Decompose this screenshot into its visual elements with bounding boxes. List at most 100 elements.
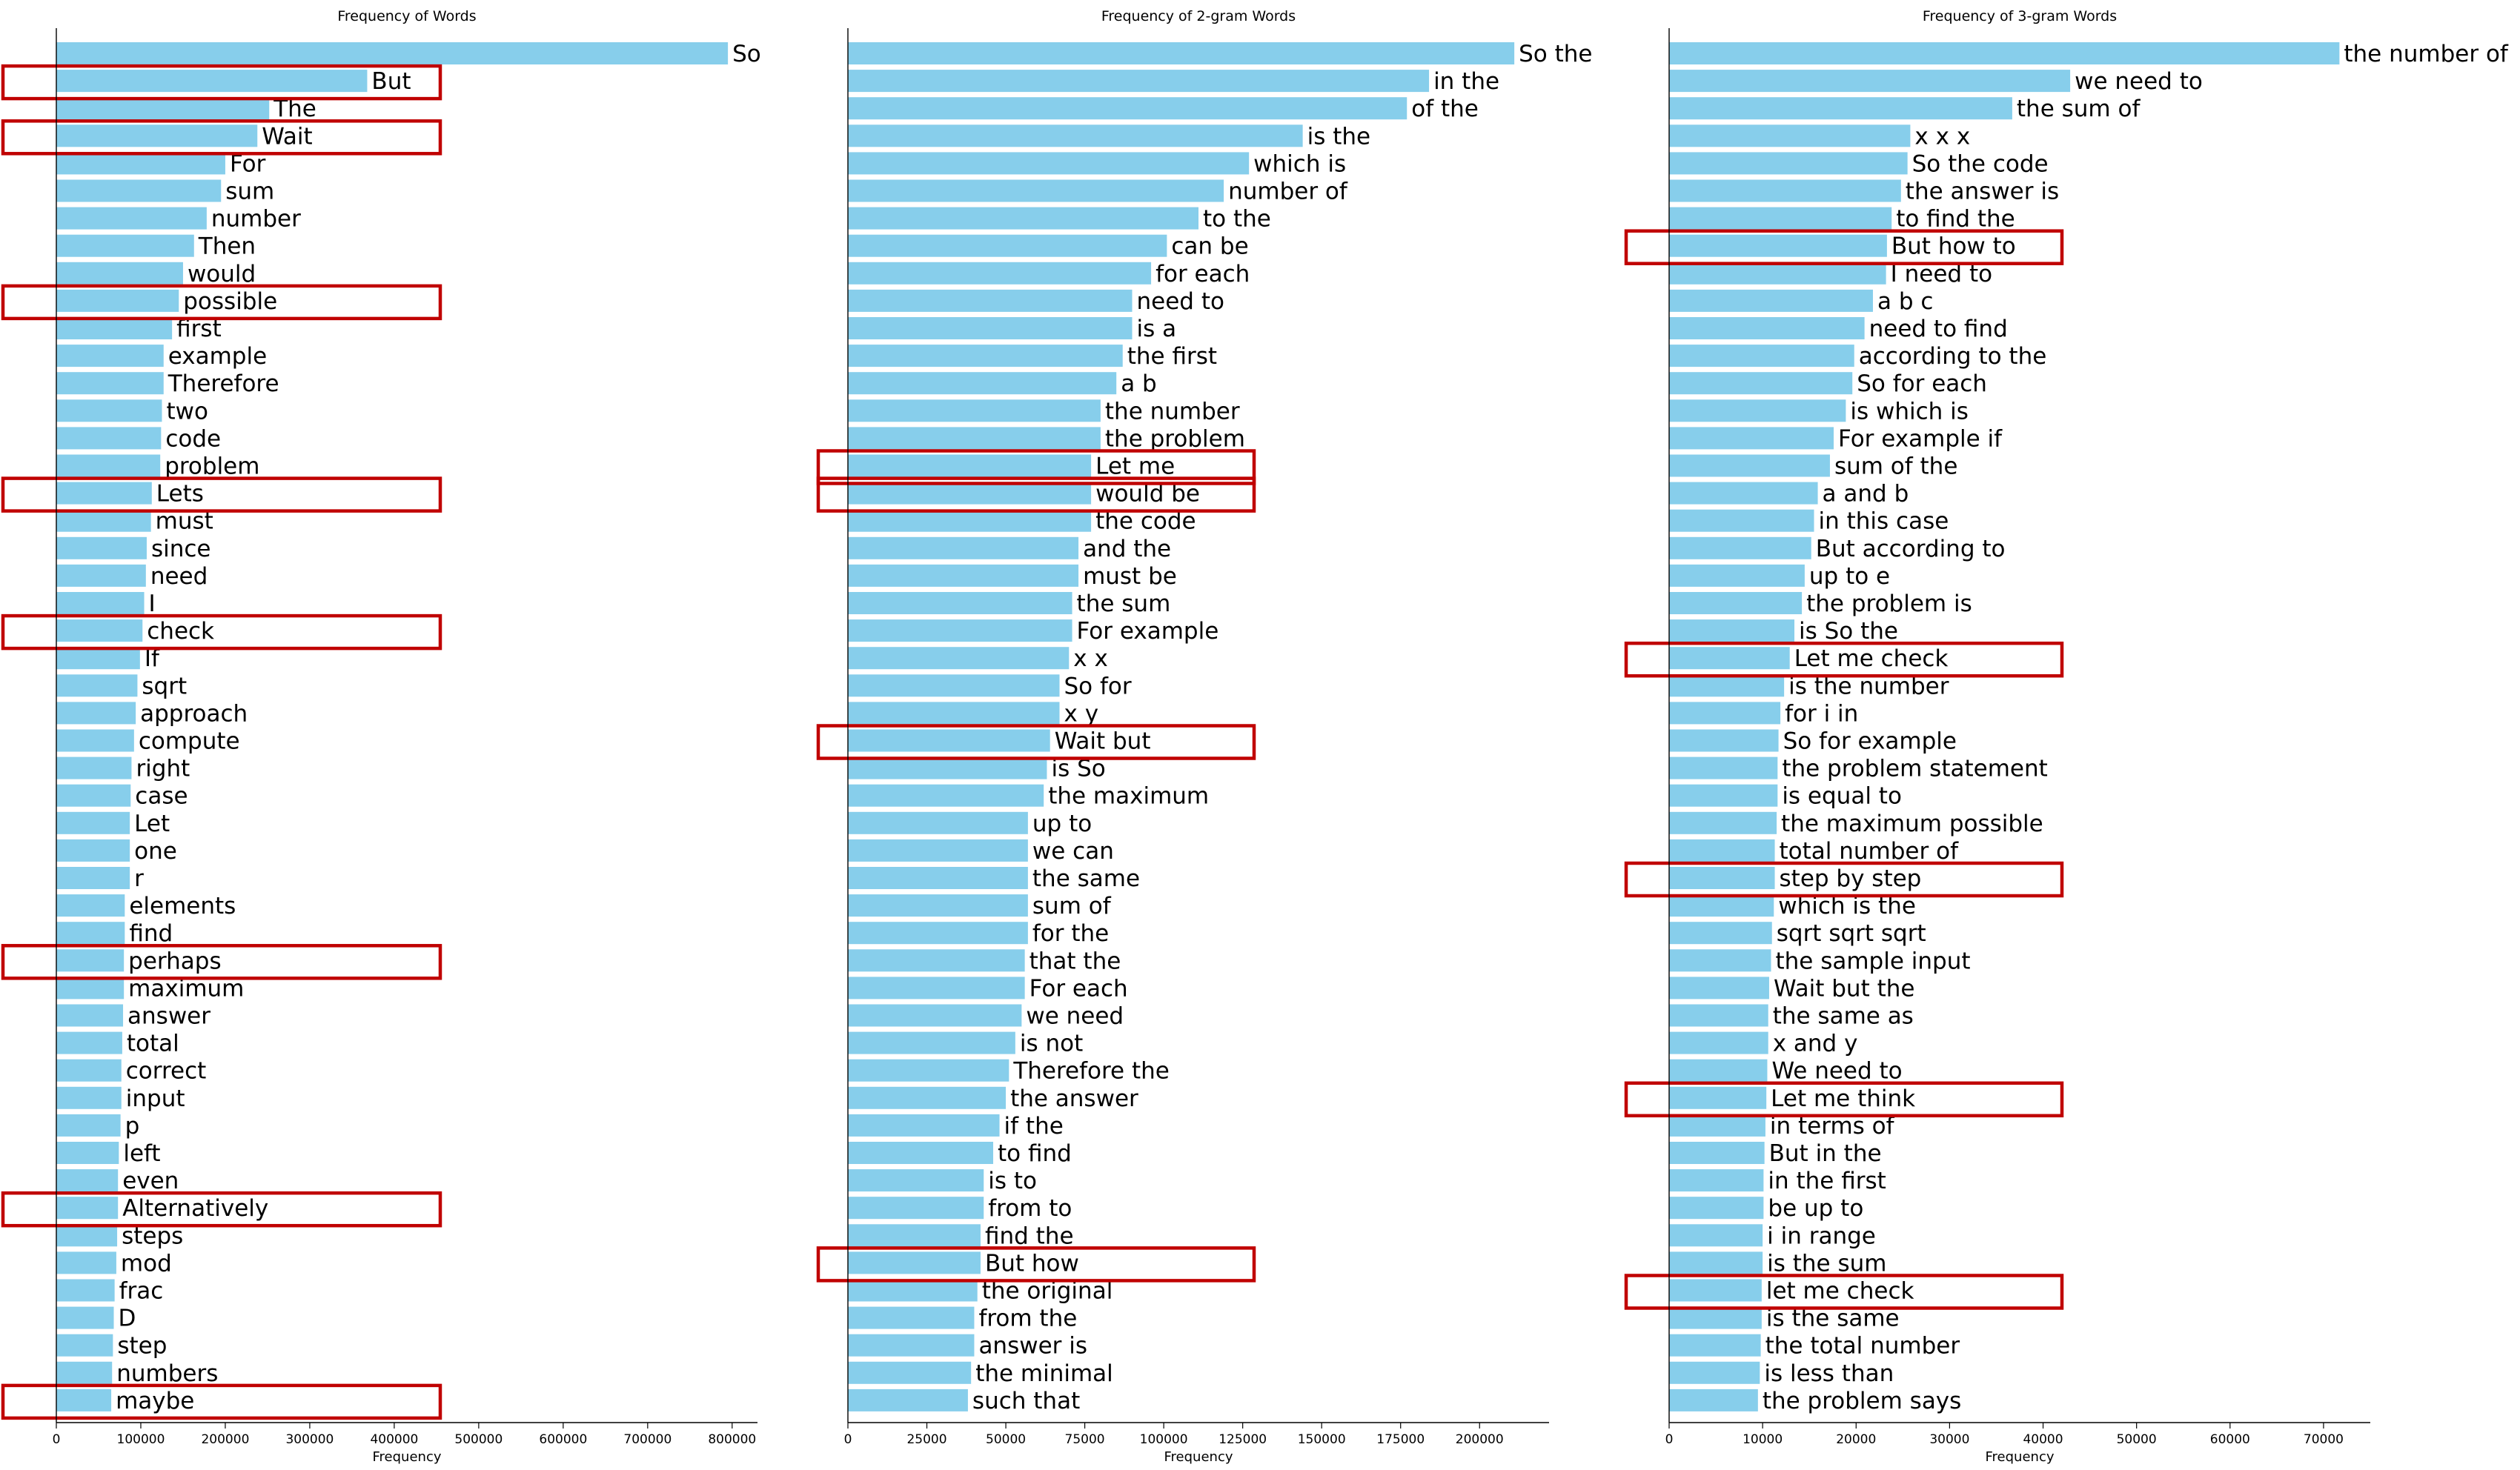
bar (848, 536, 1079, 559)
bar (848, 1031, 1015, 1054)
bar (848, 1388, 968, 1411)
bar-label: up to e (1809, 563, 1890, 590)
bar (1669, 70, 2071, 93)
bar-label: answer is (978, 1333, 1087, 1360)
bar (1669, 1197, 1764, 1220)
bar (848, 1224, 981, 1247)
bar (1669, 867, 1775, 889)
bar-label: the answer is (1906, 179, 2059, 205)
bar-label: left (123, 1140, 160, 1167)
bar (1669, 1114, 1765, 1137)
x-tick-label: 25000 (906, 1432, 946, 1447)
bar (56, 207, 207, 230)
bar (56, 1169, 119, 1192)
chart-panel-words: Frequency of WordsSoButTheWaitForsumnumb… (1, 8, 761, 1465)
bar-label: sum (225, 179, 274, 205)
bar-label: I (149, 591, 156, 617)
bar-label: maybe (116, 1388, 194, 1414)
x-tick-label: 50000 (986, 1432, 1026, 1447)
bar (1669, 427, 1834, 450)
highlight-box (1, 284, 442, 321)
bar-label: the problem says (1763, 1388, 1962, 1414)
bar-label: for each (1155, 261, 1250, 287)
bar (848, 427, 1101, 450)
bar (1669, 399, 1846, 422)
bar-label: But according to (1816, 536, 2006, 562)
x-tick-label: 300000 (285, 1432, 334, 1447)
bar-label: sum of (1032, 893, 1112, 919)
bar (56, 922, 125, 945)
bar-label: So for example (1783, 728, 1957, 755)
bar (56, 179, 222, 202)
bar-label: total number of (1780, 838, 1960, 865)
bar (848, 1169, 984, 1192)
bar-label: the same (1032, 865, 1140, 892)
bar-label: Therefore the (1012, 1058, 1170, 1085)
highlight-box (1, 64, 442, 101)
x-tick-label: 30000 (1929, 1432, 1969, 1447)
x-tick-label: 700000 (623, 1432, 672, 1447)
bar (1669, 647, 1790, 670)
bar (1669, 729, 1779, 752)
bar (56, 811, 130, 834)
bar (848, 922, 1028, 945)
bar (56, 124, 258, 147)
bar-label: we can (1032, 838, 1114, 865)
bar (848, 234, 1167, 257)
bar (1669, 42, 2340, 64)
bar (56, 317, 173, 339)
bar (1669, 1388, 1758, 1411)
bar-label: x and y (1773, 1031, 1858, 1057)
bar (848, 1004, 1022, 1027)
bar-label: sqrt sqrt sqrt (1777, 920, 1926, 947)
bar (56, 536, 147, 559)
bar (56, 592, 145, 614)
bar-label: even (122, 1168, 179, 1194)
x-tick-label: 500000 (454, 1432, 503, 1447)
bar (56, 674, 138, 697)
bar (848, 70, 1430, 93)
bar (848, 1279, 978, 1302)
bar-label: Lets (156, 481, 204, 508)
bar-label: find the (985, 1223, 1074, 1249)
bar-label: from the (978, 1306, 1077, 1332)
bar-label: Let me check (1794, 645, 1949, 672)
bar (1669, 1169, 1764, 1192)
bar (1669, 839, 1775, 862)
bar-label: Then (198, 233, 256, 260)
bar-label: p (125, 1113, 140, 1140)
x-tick-label: 50000 (2117, 1432, 2157, 1447)
bar (1669, 454, 1830, 477)
bar-label: right (136, 756, 190, 782)
bar (1669, 894, 1774, 917)
bar (1669, 949, 1771, 972)
bar-label: i in range (1767, 1223, 1876, 1249)
bar (848, 867, 1028, 889)
bar-label: answer (127, 1003, 210, 1030)
bar (848, 372, 1117, 395)
bar (1669, 811, 1777, 834)
x-tick-label: 100000 (117, 1432, 165, 1447)
bar-label: the problem is (1806, 591, 1972, 617)
bar-label: input (126, 1085, 185, 1112)
bar-label: perhaps (128, 948, 221, 974)
bar (1669, 1306, 1762, 1329)
bar-label: So the code (1912, 150, 2049, 177)
bar (848, 949, 1025, 972)
bar (1669, 977, 1769, 1000)
highlight-box (1624, 861, 2064, 898)
bar (1669, 262, 1886, 285)
bar (1669, 289, 1873, 312)
bar-label: we need to (2075, 68, 2203, 95)
bar-label: the minimal (975, 1360, 1113, 1387)
bar (56, 372, 164, 395)
bar-label: number (211, 206, 301, 233)
bar-label: in this case (1819, 508, 1949, 535)
bar (1669, 1086, 1767, 1109)
bar (848, 784, 1044, 807)
bar-label: in the (1433, 68, 1499, 95)
bar-label: elements (129, 893, 236, 919)
bar (848, 1086, 1007, 1109)
bar-label: the number of (2344, 41, 2509, 67)
bar-label: Wait (262, 123, 312, 150)
